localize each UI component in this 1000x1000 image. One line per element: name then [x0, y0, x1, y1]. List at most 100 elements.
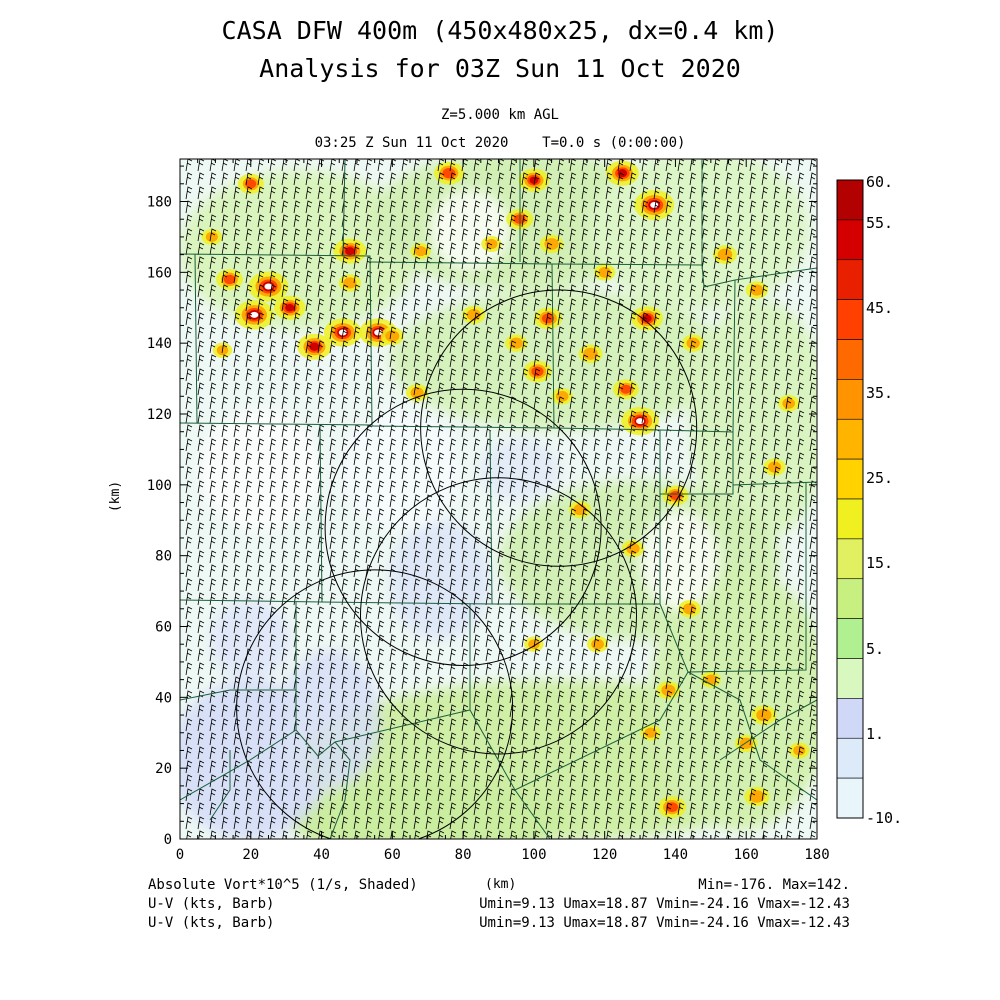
wind-barb: [617, 312, 625, 326]
wind-barb: [437, 816, 445, 830]
wind-barb: [569, 354, 577, 368]
wind-barb: [257, 704, 265, 718]
wind-barb: [485, 312, 493, 326]
wind-barb: [413, 522, 421, 536]
wind-barb: [593, 256, 601, 270]
wind-barb: [569, 550, 577, 564]
wind-barb: [509, 536, 517, 550]
wind-barb: [209, 368, 217, 382]
wind-barb: [737, 536, 745, 550]
wind-barb: [221, 564, 229, 578]
wind-barb: [437, 214, 445, 228]
wind-barb: [593, 438, 601, 452]
wind-barb: [701, 354, 709, 368]
wind-barb: [305, 606, 313, 620]
wind-barb: [641, 592, 649, 606]
wind-barb: [341, 494, 349, 508]
wind-barb: [581, 242, 589, 256]
wind-barb: [221, 186, 229, 200]
wind-barb: [641, 634, 649, 648]
wind-barb: [197, 242, 205, 256]
wind-barb: [461, 396, 469, 410]
wind-barb: [305, 592, 313, 606]
wind-barb: [653, 788, 661, 802]
wind-barb: [221, 494, 229, 508]
wind-barb: [221, 662, 229, 676]
wind-barb: [737, 620, 745, 634]
wind-barb: [569, 368, 577, 382]
wind-barb: [197, 228, 205, 242]
x-tick-label: 140: [663, 847, 688, 863]
wind-barb: [653, 172, 661, 186]
wind-barb: [185, 704, 193, 718]
wind-barb: [689, 340, 697, 354]
wind-barb: [305, 312, 313, 326]
wind-barb: [797, 746, 805, 760]
wind-barb: [677, 159, 685, 172]
wind-barb: [281, 214, 289, 228]
wind-barb: [641, 662, 649, 676]
wind-barb: [497, 690, 505, 704]
wind-barb: [317, 662, 325, 676]
wind-barb: [677, 466, 685, 480]
wind-barb: [557, 578, 565, 592]
wind-barb: [185, 648, 193, 662]
wind-barb: [437, 186, 445, 200]
wind-barb: [749, 200, 757, 214]
wind-barb: [437, 788, 445, 802]
wind-barb: [677, 704, 685, 718]
wind-barb: [365, 662, 373, 676]
wind-barb: [773, 606, 781, 620]
wind-barb: [353, 508, 361, 522]
wind-barb: [761, 326, 769, 340]
wind-barb: [653, 186, 661, 200]
wind-barb: [413, 620, 421, 634]
wind-barb: [233, 494, 241, 508]
wind-barb: [797, 522, 805, 536]
wind-barb: [653, 159, 661, 172]
wind-barb: [389, 298, 397, 312]
wind-barb: [233, 410, 241, 424]
wind-barb: [485, 606, 493, 620]
wind-barb: [653, 592, 661, 606]
wind-barb: [293, 228, 301, 242]
wind-barb: [449, 718, 457, 732]
wind-barb: [521, 228, 529, 242]
wind-barb: [221, 816, 229, 830]
wind-barb: [209, 690, 217, 704]
wind-barb: [233, 382, 241, 396]
wind-barb: [797, 200, 805, 214]
wind-barb: [617, 774, 625, 788]
wind-barb: [449, 410, 457, 424]
wind-barb: [593, 522, 601, 536]
wind-barb: [797, 536, 805, 550]
wind-barb: [677, 172, 685, 186]
wind-barb: [245, 746, 253, 760]
wind-barb: [629, 508, 637, 522]
wind-barb: [497, 508, 505, 522]
wind-barb: [701, 662, 709, 676]
wind-barb: [281, 662, 289, 676]
x-tick-label: 180: [804, 847, 829, 863]
wind-barb: [606, 830, 613, 839]
wind-barb: [281, 676, 289, 690]
wind-barb: [401, 522, 409, 536]
wind-barb: [809, 172, 817, 186]
wind-barb: [545, 368, 553, 382]
wind-barb: [413, 368, 421, 382]
wind-barb: [677, 242, 685, 256]
wind-barb: [581, 634, 589, 648]
wind-barb: [413, 704, 421, 718]
wind-barb: [533, 326, 541, 340]
wind-barb: [485, 732, 493, 746]
wind-barb: [461, 676, 469, 690]
wind-barb: [185, 802, 193, 816]
wind-barb: [533, 634, 541, 648]
wind-barb: [689, 564, 697, 578]
colorbar-label: 25.: [866, 469, 893, 487]
range-ring: [236, 569, 514, 839]
wind-barb: [785, 326, 793, 340]
wind-barb: [545, 466, 553, 480]
wind-barb: [425, 578, 433, 592]
wind-barb: [725, 788, 733, 802]
